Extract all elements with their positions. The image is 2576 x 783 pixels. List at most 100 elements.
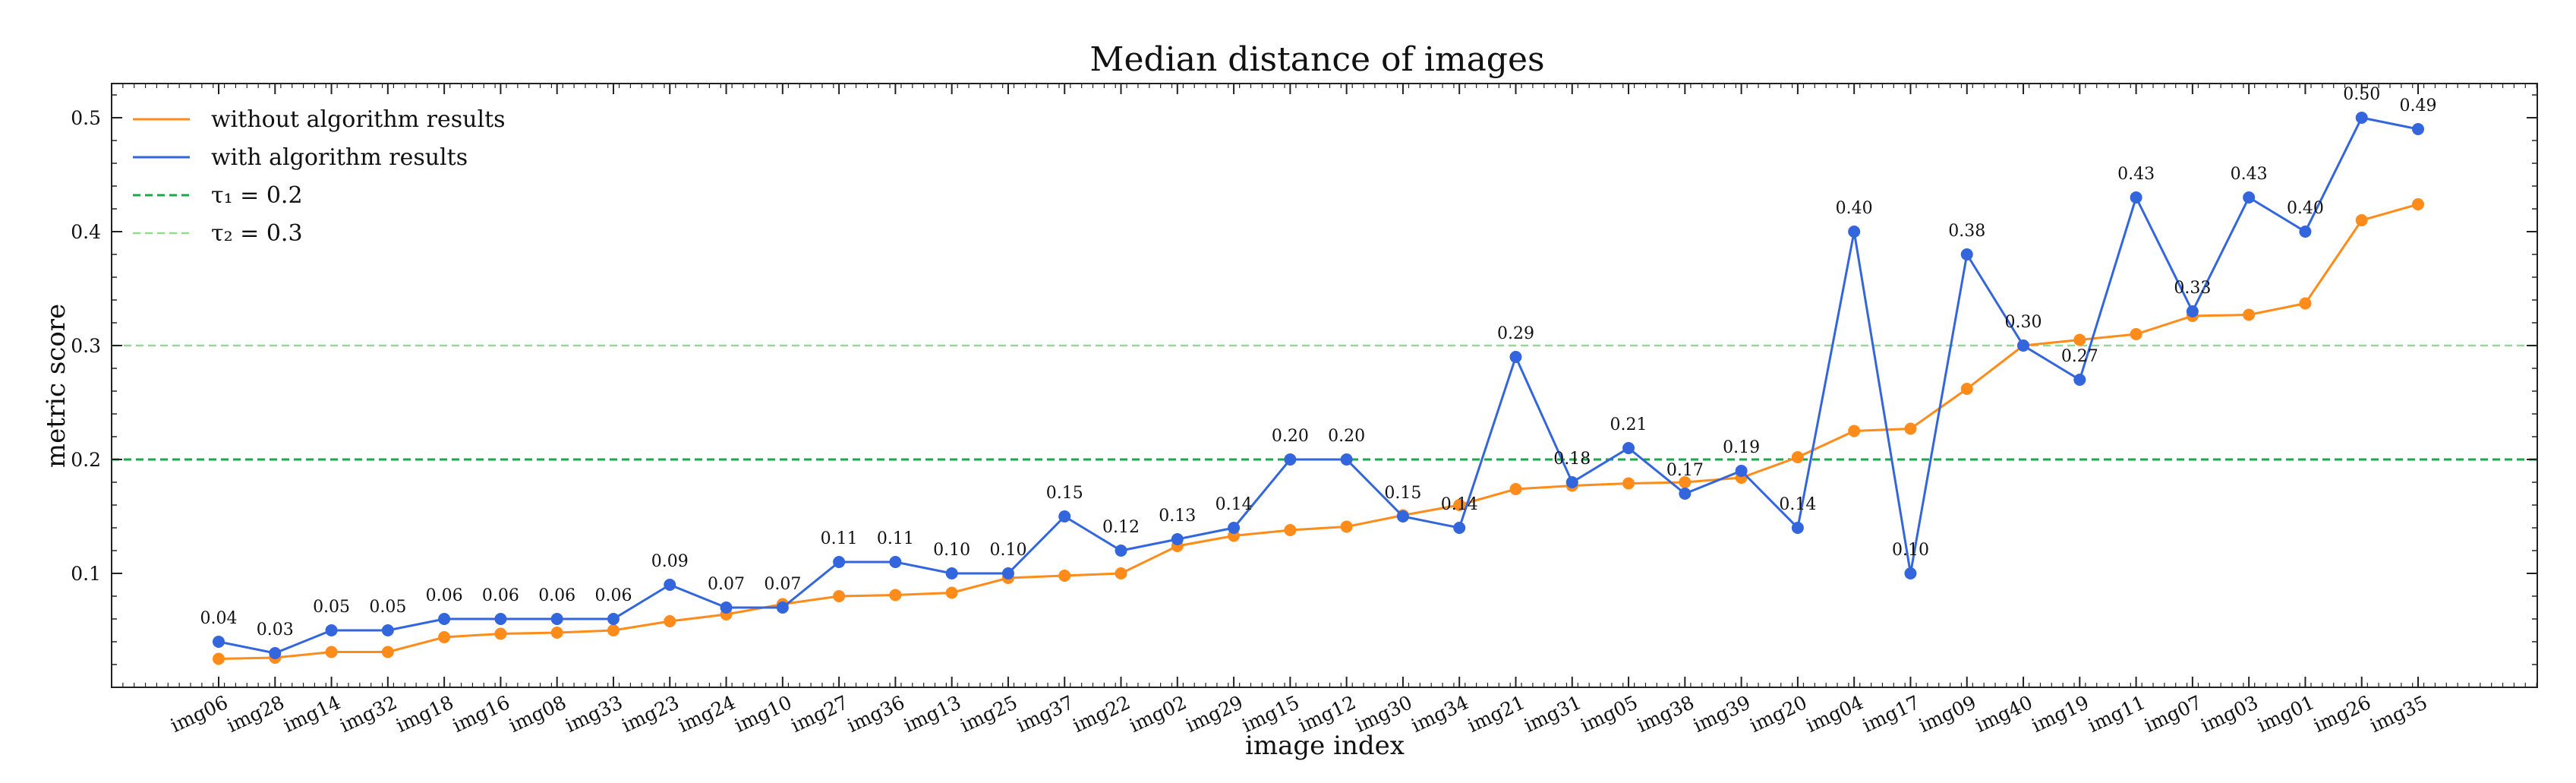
- series-2-point: [1565, 476, 1578, 488]
- data-label: 0.20: [1272, 427, 1309, 446]
- x-tick-label: img33: [562, 691, 626, 737]
- x-tick-label: img03: [2197, 691, 2261, 737]
- data-label: 0.33: [2174, 279, 2211, 298]
- data-label: 0.13: [1159, 507, 1196, 526]
- series-1-point: [1960, 383, 1973, 395]
- y-tick-label: 0.1: [71, 563, 101, 585]
- x-tick-label: img06: [167, 691, 231, 737]
- series-2-point: [2243, 191, 2256, 204]
- data-label: 0.27: [2061, 347, 2098, 366]
- x-tick-label: img11: [2085, 691, 2149, 737]
- x-tick-label: img07: [2141, 691, 2205, 737]
- series-1-point: [550, 627, 563, 639]
- x-tick-label: img13: [900, 691, 964, 737]
- series-1-point: [1509, 483, 1522, 495]
- x-tick-label: img37: [1013, 691, 1077, 737]
- series-2-point: [2412, 123, 2424, 135]
- data-label: 0.07: [708, 575, 745, 594]
- data-label: 0.43: [2117, 165, 2155, 184]
- series-2-point: [325, 624, 338, 636]
- series-2-point: [1396, 510, 1409, 523]
- series-2-point: [1001, 567, 1014, 579]
- data-label: 0.05: [369, 598, 406, 617]
- series-2-point: [494, 613, 507, 625]
- x-tick-label: img19: [2029, 691, 2092, 737]
- series-1-point: [1115, 567, 1127, 579]
- series-2-point: [2299, 226, 2312, 238]
- data-label: 0.06: [426, 586, 463, 605]
- series-line-1: [218, 203, 2419, 660]
- x-tick-label: img14: [280, 691, 344, 737]
- x-tick-label: img28: [223, 691, 287, 737]
- data-label: 0.06: [482, 586, 519, 605]
- series-1-point: [1622, 477, 1635, 490]
- x-tick-label: img24: [675, 691, 739, 737]
- x-tick-label: img38: [1634, 691, 1698, 737]
- series-1-point: [889, 589, 902, 601]
- legend-label-4: τ₂ = 0.3: [211, 220, 303, 247]
- legend-label-1: without algorithm results: [211, 106, 506, 133]
- data-label: 0.06: [594, 586, 632, 605]
- y-tick-label: 0.3: [71, 335, 101, 357]
- x-tick-label: img16: [449, 691, 513, 737]
- data-label: 0.40: [1836, 199, 1873, 218]
- series-1-point: [213, 652, 225, 665]
- series-2-point: [2017, 339, 2030, 352]
- legend: without algorithm results with algorithm …: [133, 106, 506, 247]
- series-1-point: [1904, 422, 1917, 435]
- x-tick-label: img40: [1972, 691, 2035, 737]
- data-label: 0.17: [1666, 461, 1704, 480]
- data-label: 0.40: [2287, 199, 2324, 218]
- x-tick-label: img29: [1182, 691, 1246, 737]
- series-1-point: [438, 631, 451, 643]
- series-1-point: [2412, 198, 2424, 210]
- x-tick-label: img26: [2310, 691, 2374, 737]
- series-2-point: [2073, 374, 2086, 386]
- series-2-point: [833, 556, 846, 568]
- x-tick-label: img25: [957, 691, 1020, 737]
- legend-label-2: with algorithm results: [211, 144, 468, 171]
- series-1-point: [2299, 297, 2312, 310]
- x-axis-label: image index: [1245, 731, 1405, 761]
- series-2-point: [945, 567, 958, 579]
- series-1-point: [607, 624, 620, 636]
- data-label: 0.11: [821, 529, 858, 548]
- axis-ticks: [111, 84, 2537, 687]
- x-tick-label: img18: [393, 691, 456, 737]
- x-tick-label: img05: [1577, 691, 1641, 737]
- series-2-point: [1340, 453, 1353, 466]
- data-label: 0.12: [1102, 518, 1140, 537]
- data-label: 0.07: [764, 575, 801, 594]
- data-labels: 0.04 0.03 0.05 0.05 0.06 0.06 0.06 0.06 0.09 0.07…: [200, 85, 2437, 639]
- series-layer: [213, 112, 2424, 665]
- x-tick-label: img39: [1690, 691, 1754, 737]
- data-label: 0.43: [2231, 165, 2268, 184]
- x-tick-label: img20: [1746, 691, 1810, 737]
- data-label: 0.10: [989, 541, 1026, 560]
- data-label: 0.20: [1328, 427, 1365, 446]
- series-2-point: [438, 613, 451, 625]
- series-2-point: [1960, 248, 1973, 260]
- series-1-point: [381, 646, 394, 658]
- series-2-point: [2355, 112, 2368, 124]
- chart-title: Median distance of images: [1089, 40, 1544, 79]
- data-label: 0.05: [313, 598, 350, 617]
- threshold-lines: [112, 344, 2537, 461]
- data-label: 0.19: [1723, 438, 1760, 457]
- y-tick-label: 0.4: [71, 221, 101, 243]
- series-1-point: [2130, 328, 2142, 340]
- series-2-point: [1453, 522, 1466, 534]
- data-label: 0.11: [877, 529, 914, 548]
- data-label: 0.10: [1892, 541, 1929, 560]
- y-axis-label: metric score: [41, 304, 71, 468]
- data-label: 0.03: [257, 620, 294, 639]
- data-label: 0.38: [1948, 222, 1985, 241]
- series-1-point: [2355, 214, 2368, 226]
- series-2-point: [1791, 522, 1804, 534]
- data-label: 0.21: [1610, 415, 1647, 434]
- series-2-point: [1284, 453, 1297, 466]
- data-label: 0.10: [933, 541, 970, 560]
- series-2-point: [1848, 226, 1861, 238]
- series-2-point: [720, 601, 733, 614]
